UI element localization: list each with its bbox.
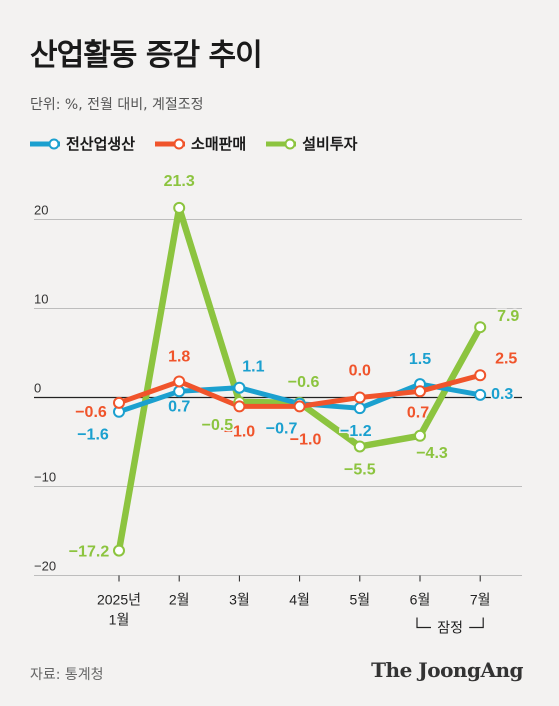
y-tick-label: 20 bbox=[34, 203, 48, 218]
data-point bbox=[353, 391, 366, 404]
data-label: 2.5 bbox=[495, 350, 517, 367]
data-point bbox=[414, 385, 426, 398]
data-label: −0.5 bbox=[202, 417, 234, 434]
y-tick-label: −20 bbox=[34, 559, 56, 574]
data-point bbox=[173, 385, 186, 398]
data-point bbox=[414, 429, 426, 442]
data-label: 0.0 bbox=[349, 363, 371, 380]
data-point bbox=[233, 400, 246, 413]
data-label: −5.5 bbox=[344, 461, 376, 478]
data-label: 21.3 bbox=[164, 173, 195, 190]
source-note: 자료: 통계청 bbox=[30, 667, 104, 683]
legend-label-investment: 설비투자 bbox=[302, 135, 358, 153]
data-point bbox=[113, 544, 125, 557]
x-tick-label: 5월 bbox=[349, 592, 370, 608]
data-point bbox=[353, 402, 366, 415]
data-label: 0.3 bbox=[491, 386, 513, 403]
legend-item-production: 전산업생산 bbox=[30, 133, 135, 154]
data-point bbox=[353, 440, 366, 453]
data-label: −1.6 bbox=[77, 427, 109, 444]
data-label: −0.7 bbox=[266, 421, 298, 438]
x-tick-label: 1월 bbox=[109, 612, 130, 628]
data-label: −0.6 bbox=[75, 404, 107, 421]
x-tick-label: 2025년 bbox=[97, 592, 141, 608]
x-tick-label: 4월 bbox=[289, 592, 310, 608]
data-point bbox=[173, 375, 186, 388]
legend-label-production: 전산업생산 bbox=[66, 135, 136, 153]
data-point bbox=[233, 381, 246, 394]
data-label: −4.3 bbox=[416, 445, 448, 462]
x-tick-label: 3월 bbox=[229, 592, 250, 608]
data-point bbox=[474, 321, 487, 334]
data-point bbox=[293, 400, 306, 413]
data-label: −1.0 bbox=[224, 423, 256, 440]
provisional-label: 잠정 bbox=[437, 620, 463, 636]
y-tick-label: −10 bbox=[34, 470, 56, 485]
data-label: −1.0 bbox=[290, 431, 322, 448]
provisional-bracket-right bbox=[469, 617, 484, 629]
data-label: 7.9 bbox=[497, 308, 519, 325]
x-tick-label: 2월 bbox=[169, 592, 190, 608]
legend-item-retail: 소매판매 bbox=[155, 133, 246, 154]
legend-swatch-investment bbox=[266, 138, 297, 149]
data-label: −0.6 bbox=[288, 374, 320, 391]
x-tick-label: 6월 bbox=[410, 592, 431, 608]
data-point bbox=[474, 388, 487, 401]
legend-swatch-production bbox=[30, 138, 60, 149]
legend-item-investment: 설비투자 bbox=[266, 133, 357, 154]
legend-label-retail: 소매판매 bbox=[191, 135, 247, 153]
data-label: −1.2 bbox=[340, 423, 372, 440]
provisional-bracket-left bbox=[416, 617, 431, 629]
data-label: 1.1 bbox=[242, 359, 264, 376]
data-label: 1.5 bbox=[409, 351, 431, 368]
data-point bbox=[113, 396, 125, 409]
brand-logo: The JoongAng bbox=[371, 658, 523, 682]
data-label: 1.8 bbox=[168, 348, 190, 365]
data-label: −17.2 bbox=[69, 544, 110, 561]
legend: 전산업생산 소매판매 설비투자 bbox=[30, 133, 357, 154]
data-point bbox=[173, 201, 186, 214]
x-tick-label: 7월 bbox=[470, 592, 491, 608]
data-label: 0.7 bbox=[407, 404, 429, 421]
legend-swatch-retail bbox=[155, 138, 186, 149]
chart-title: 산업활동 증감 추이 bbox=[30, 38, 263, 73]
data-point bbox=[474, 369, 487, 382]
y-tick-label: 0 bbox=[34, 381, 41, 396]
unit-note: 단위: %, 전월 대비, 계절조정 bbox=[30, 97, 204, 113]
y-tick-label: 10 bbox=[34, 292, 48, 307]
data-label: 0.7 bbox=[168, 398, 190, 415]
